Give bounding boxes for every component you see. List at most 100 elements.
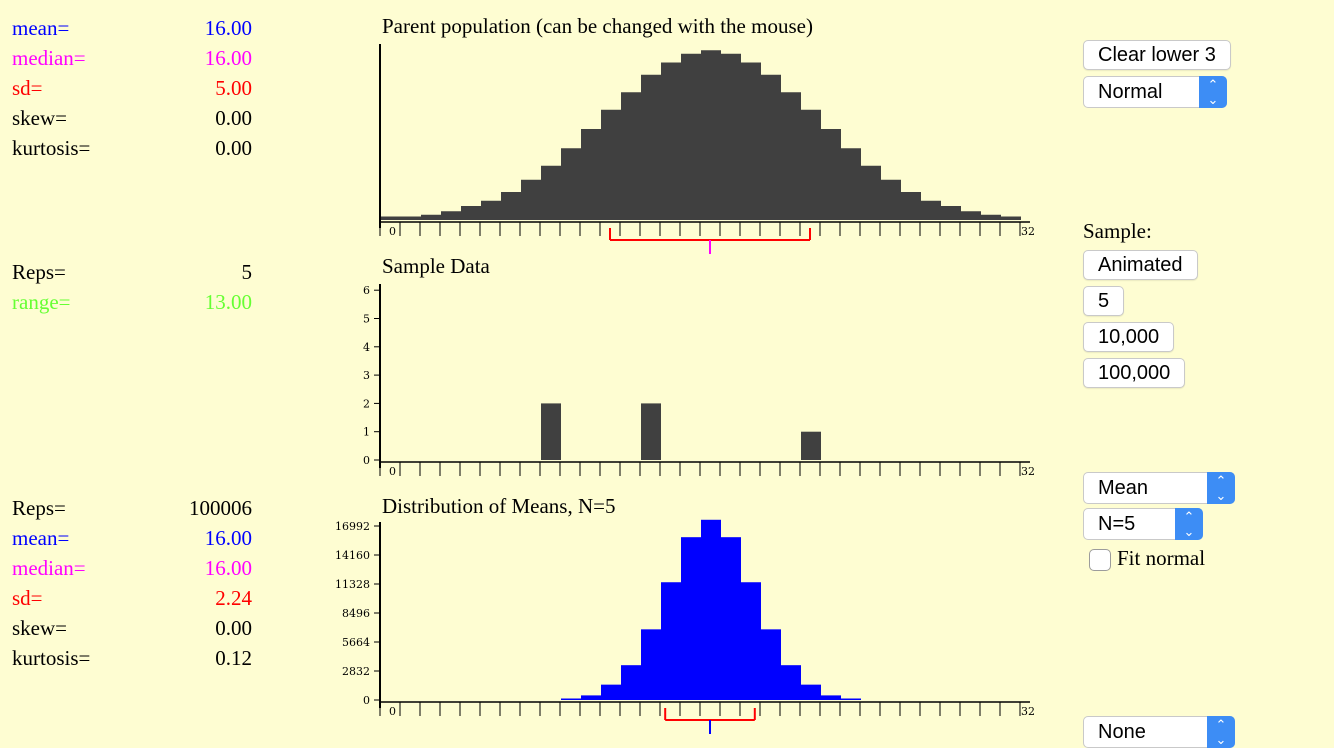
x-max-label: 32 <box>1021 465 1035 478</box>
stat-label: skew= <box>12 616 68 640</box>
stat-value: 2.24 <box>215 586 252 610</box>
y-tick-label: 3 <box>363 369 370 382</box>
stat-value: 0.00 <box>215 616 252 640</box>
means-bar <box>601 684 621 700</box>
population-bar <box>981 214 1001 220</box>
parent-population-chart[interactable]: 0 32 <box>330 38 1060 266</box>
population-bar <box>581 129 601 220</box>
sample-10000-button[interactable]: 10,000 <box>1083 322 1175 352</box>
y-tick-label: 2 <box>363 397 370 410</box>
population-bar <box>801 109 821 220</box>
stat-value: 16.00 <box>204 556 252 580</box>
means-bar <box>761 629 781 700</box>
stat-value: 5 <box>241 260 253 284</box>
stat-value: 0.00 <box>215 136 252 160</box>
sample-data-chart: 0 1 2 3 4 5 6 0 32 <box>363 284 1035 478</box>
chevron-updown-icon: ⌃ ⌄ <box>1207 472 1235 504</box>
population-bar <box>401 216 421 220</box>
population-bar <box>681 53 701 220</box>
population-bar <box>841 148 861 220</box>
means-bar <box>621 665 641 700</box>
stat-label: median= <box>12 556 86 580</box>
x-min-label: 0 <box>389 225 396 238</box>
stat-label: median= <box>12 46 86 70</box>
x-min-label: 0 <box>389 465 396 478</box>
means-bar <box>581 695 601 700</box>
means-bar <box>641 629 661 700</box>
stat-value: 100006 <box>189 496 252 520</box>
stat-value: 16.00 <box>204 526 252 550</box>
population-bar <box>441 211 461 220</box>
sample-100000-button[interactable]: 100,000 <box>1083 358 1186 388</box>
population-bar <box>621 92 641 220</box>
bottom-select[interactable]: None ⌃ ⌄ <box>1083 716 1235 748</box>
statistic-select[interactable]: Mean ⌃ ⌄ <box>1083 472 1235 504</box>
chevron-updown-icon: ⌃ ⌄ <box>1207 716 1235 748</box>
means-bar <box>681 537 701 700</box>
population-bar <box>541 165 561 220</box>
stat-value: 0.12 <box>215 646 252 670</box>
parent-population-title: Parent population (can be changed with t… <box>382 14 813 38</box>
y-tick-label: 0 <box>363 694 370 707</box>
population-bar <box>1001 216 1021 220</box>
sample-size-select-value: N=5 <box>1098 513 1136 535</box>
y-tick-label: 4 <box>363 341 370 354</box>
means-bar <box>821 695 841 700</box>
means-bar <box>841 698 861 700</box>
y-tick-label: 0 <box>363 454 370 467</box>
sample-bar <box>801 431 821 460</box>
animated-button[interactable]: Animated <box>1083 250 1198 280</box>
population-bar <box>721 53 741 220</box>
x-min-label: 0 <box>389 705 396 718</box>
population-bar <box>961 211 981 220</box>
population-bar <box>561 148 581 220</box>
distribution-select-value: Normal <box>1098 81 1163 103</box>
population-bar <box>941 206 961 220</box>
sample-bar <box>641 403 661 460</box>
means-bar <box>721 537 741 700</box>
population-bar <box>421 214 441 220</box>
population-bar <box>461 206 481 220</box>
sample-bar <box>541 403 561 460</box>
population-bar <box>761 74 781 220</box>
y-tick-label: 16992 <box>335 520 370 533</box>
sample-5-button[interactable]: 5 <box>1083 286 1125 316</box>
means-bar <box>801 684 821 700</box>
population-bar <box>821 129 841 220</box>
sample-size-select[interactable]: N=5 ⌃ ⌄ <box>1083 508 1203 540</box>
stat-label: mean= <box>12 526 70 550</box>
stat-value: 16.00 <box>204 46 252 70</box>
stat-label: skew= <box>12 106 68 130</box>
x-max-label: 32 <box>1021 705 1035 718</box>
y-tick-label: 14160 <box>335 549 370 562</box>
stat-label: sd= <box>12 586 43 610</box>
population-bar <box>481 200 501 220</box>
y-tick-label: 6 <box>363 284 370 297</box>
sample-label: Sample: <box>1083 219 1152 243</box>
population-bar <box>641 74 661 220</box>
means-bar <box>741 582 761 700</box>
y-tick-label: 1 <box>363 426 370 439</box>
clear-lower-3-button[interactable]: Clear lower 3 <box>1083 40 1231 70</box>
stat-label: sd= <box>12 76 43 100</box>
population-bar <box>521 179 541 220</box>
population-bar <box>501 192 521 220</box>
distribution-select[interactable]: Normal ⌃ ⌄ <box>1083 76 1227 108</box>
stat-value: 0.00 <box>215 106 252 130</box>
stat-value: 5.00 <box>215 76 252 100</box>
fit-normal-checkbox[interactable] <box>1089 549 1111 571</box>
means-bar <box>701 519 721 700</box>
y-tick-label: 8496 <box>342 607 370 620</box>
y-tick-label: 5 <box>363 313 370 326</box>
sample-data-title: Sample Data <box>382 254 490 278</box>
chevron-updown-icon: ⌃ ⌄ <box>1199 76 1227 108</box>
distribution-of-means-title: Distribution of Means, N=5 <box>382 494 616 518</box>
population-bar <box>661 62 681 220</box>
fit-normal-label: Fit normal <box>1117 546 1206 570</box>
distribution-of-means-chart: 0 2832 5664 8496 11328 14160 16992 0 32 <box>335 519 1035 734</box>
chevron-updown-icon: ⌃ ⌄ <box>1175 508 1203 540</box>
population-bar <box>881 179 901 220</box>
population-bar <box>901 192 921 220</box>
stat-label: mean= <box>12 16 70 40</box>
population-bar <box>701 50 721 220</box>
